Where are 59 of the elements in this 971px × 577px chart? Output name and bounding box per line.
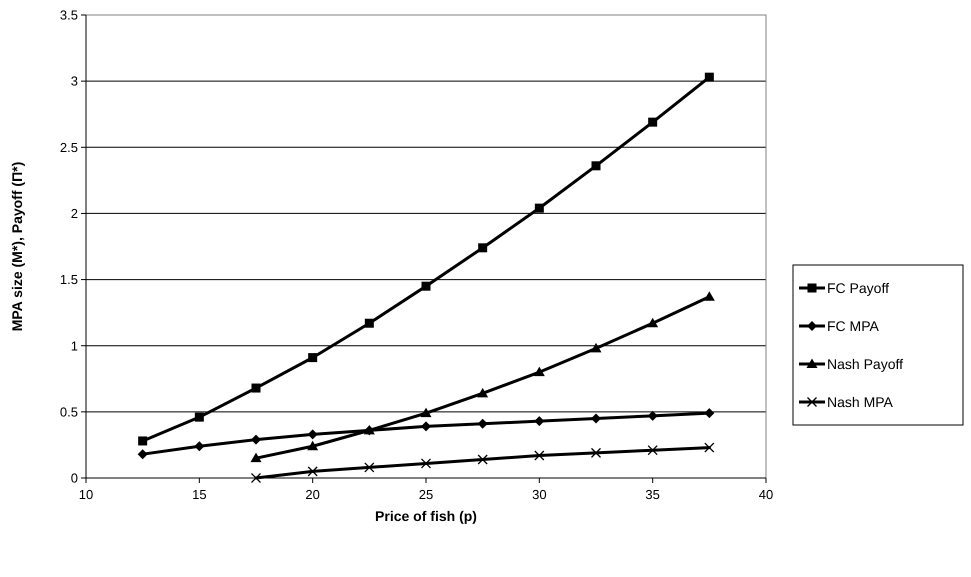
point xyxy=(138,436,148,446)
point xyxy=(307,440,318,450)
point xyxy=(592,161,600,170)
legend-label: FC Payoff xyxy=(827,280,890,296)
x-tick-label: 20 xyxy=(305,487,320,502)
point xyxy=(590,448,602,458)
point xyxy=(422,282,430,291)
point xyxy=(250,452,262,462)
x-tick-label: 15 xyxy=(192,487,207,502)
point xyxy=(308,353,318,362)
y-tick-label: 1.5 xyxy=(60,272,78,288)
point xyxy=(194,441,204,452)
legend-label: FC MPA xyxy=(827,318,880,334)
point xyxy=(534,450,544,461)
point xyxy=(647,318,658,328)
point xyxy=(478,418,488,429)
x-axis-title: Price of fish (p) xyxy=(375,508,477,524)
point xyxy=(648,445,658,456)
x-tick-label: 40 xyxy=(758,487,774,502)
point xyxy=(704,408,714,418)
point xyxy=(478,243,488,252)
point xyxy=(704,291,715,301)
point xyxy=(364,318,374,328)
point xyxy=(250,472,262,484)
point xyxy=(590,342,602,352)
point xyxy=(251,434,261,445)
point xyxy=(704,72,714,82)
y-tick-label: 1 xyxy=(70,338,78,354)
point xyxy=(478,454,488,465)
point xyxy=(308,429,318,440)
point xyxy=(477,388,488,398)
point xyxy=(534,416,544,426)
x-tick-label: 10 xyxy=(78,487,94,502)
point xyxy=(421,421,431,432)
y-tick-label: 2.5 xyxy=(60,140,78,155)
point xyxy=(420,408,432,418)
y-tick-label: 0 xyxy=(70,470,78,486)
point xyxy=(194,412,204,422)
point xyxy=(534,366,545,376)
legend-label: Nash MPA xyxy=(827,394,894,410)
x-tick-label: 35 xyxy=(645,487,660,502)
y-tick-label: 2 xyxy=(70,206,78,221)
x-tick-label: 25 xyxy=(418,487,434,502)
y-tick-label: 3 xyxy=(70,74,78,89)
point xyxy=(420,458,432,469)
point xyxy=(308,466,318,477)
y-tick-label: 3.5 xyxy=(60,8,78,23)
point xyxy=(648,118,658,127)
point xyxy=(534,204,544,213)
point xyxy=(138,449,148,460)
y-axis-title: MPA size (M*), Payoff (Π*) xyxy=(9,162,25,332)
legend-label: Nash Payoff xyxy=(827,356,904,372)
y-tick-label: 0.5 xyxy=(60,404,78,420)
point xyxy=(252,384,260,393)
point xyxy=(704,442,714,453)
point xyxy=(648,410,658,421)
point xyxy=(591,413,601,424)
point xyxy=(364,462,374,473)
x-tick-label: 30 xyxy=(532,487,547,502)
